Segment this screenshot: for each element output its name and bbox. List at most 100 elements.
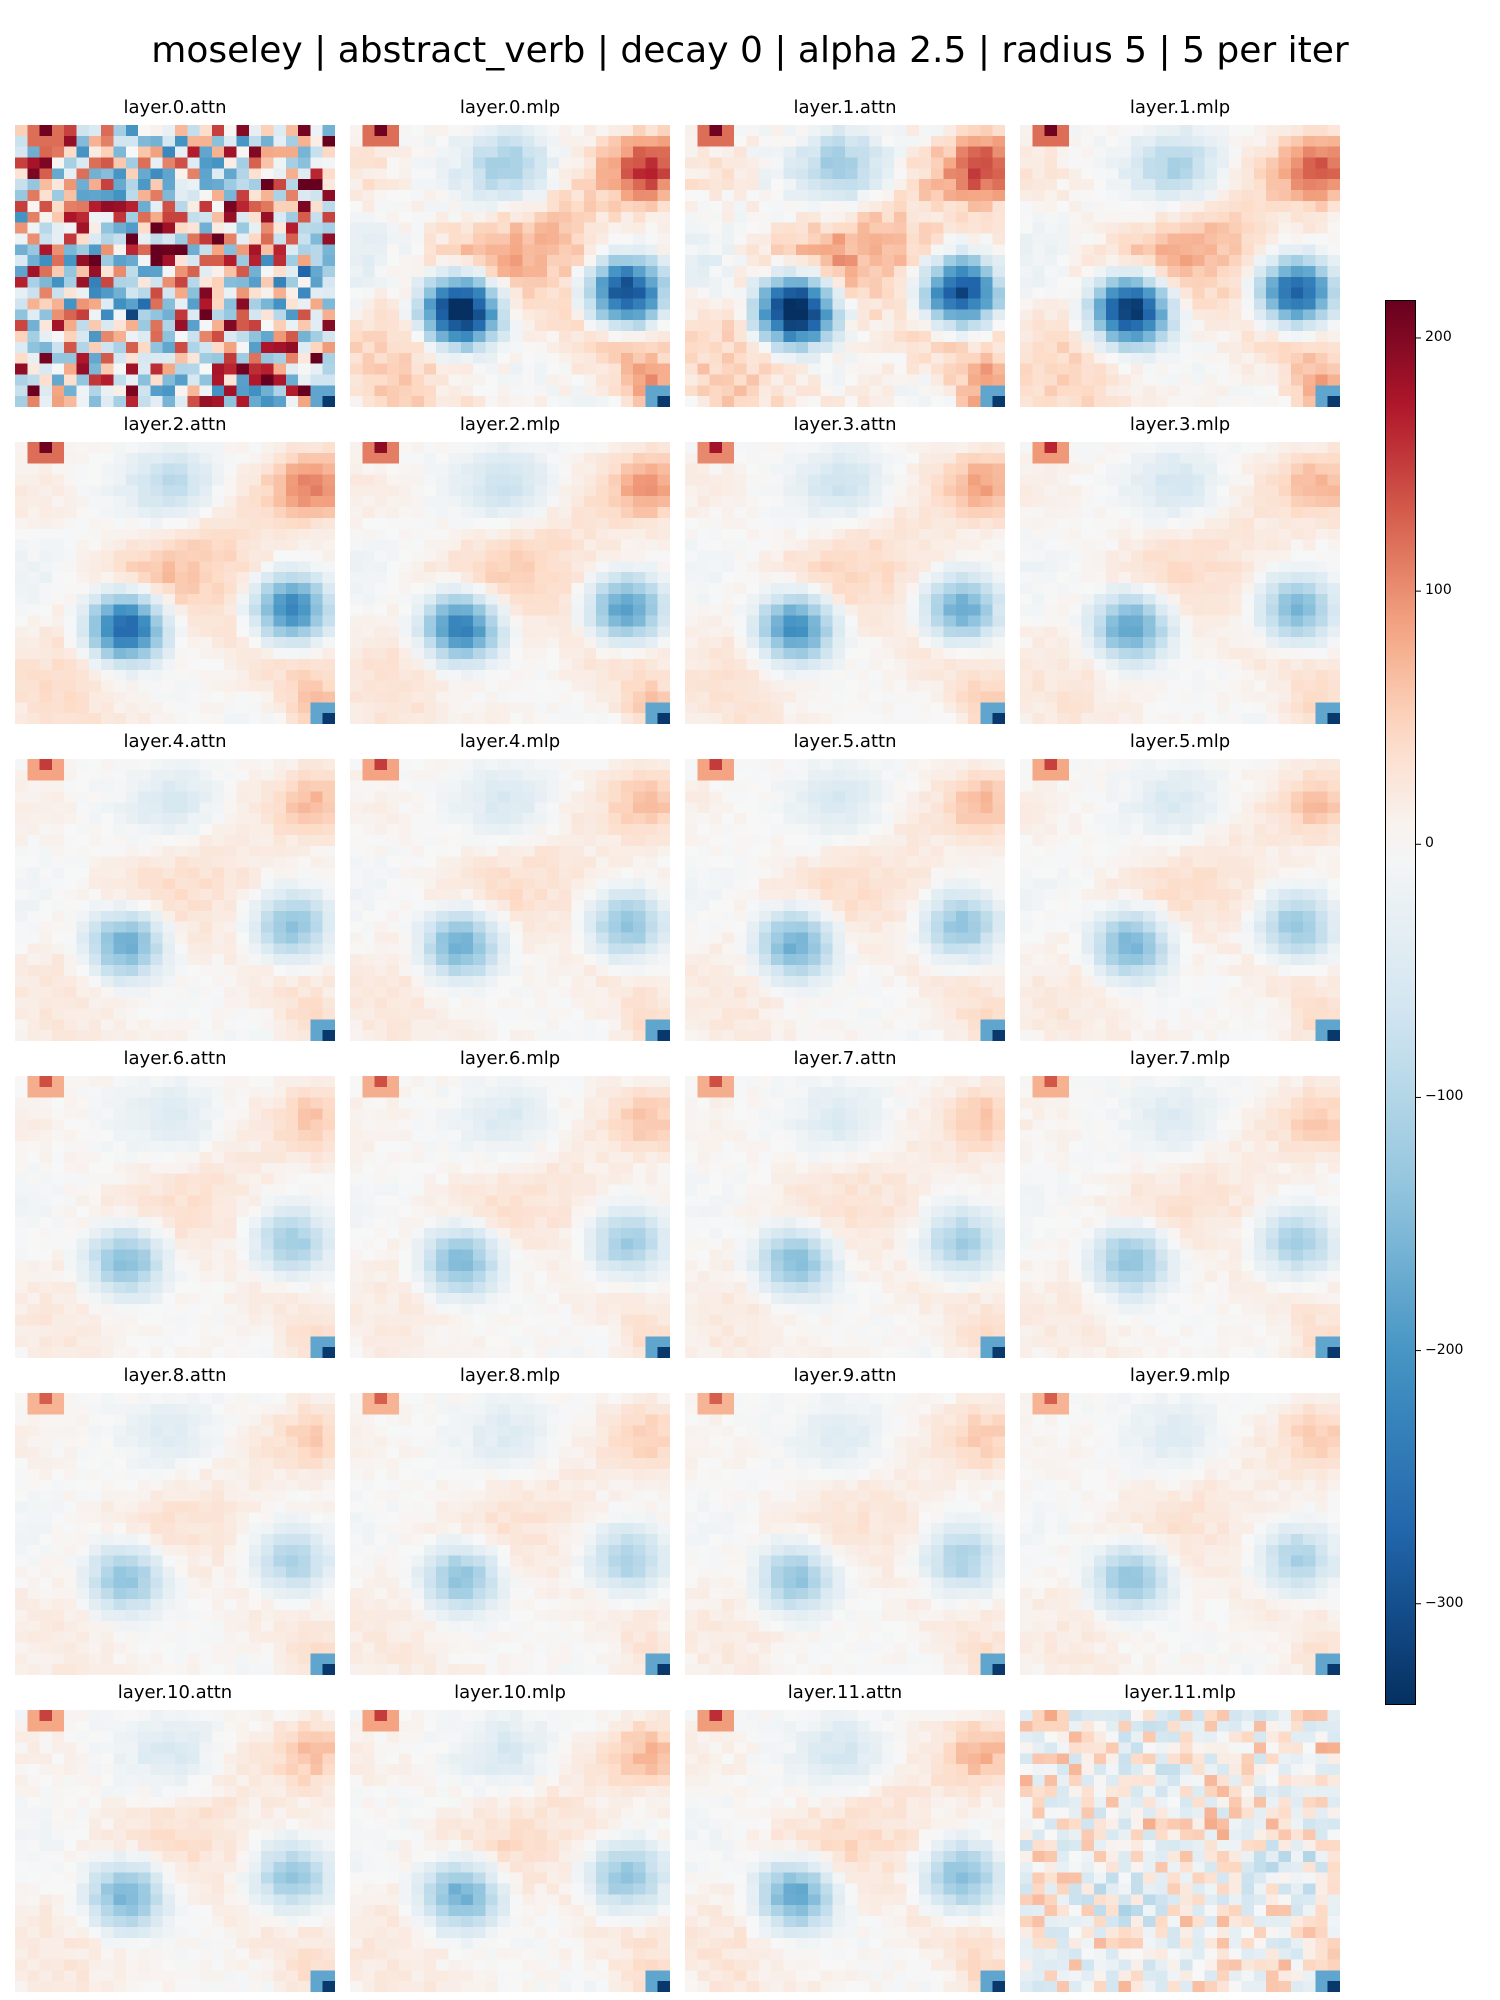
heatmap-cell [497, 190, 511, 202]
heatmap-cell [1155, 374, 1169, 386]
heatmap-cell [460, 691, 474, 703]
heatmap-cell [1056, 135, 1070, 148]
heatmap-cell [721, 157, 735, 169]
heatmap-cell [795, 452, 809, 465]
heatmap-cell [51, 517, 65, 530]
heatmap-cell [918, 266, 932, 278]
heatmap-cell [918, 669, 932, 682]
heatmap-cell [1290, 146, 1304, 159]
heatmap-cell [350, 157, 363, 169]
heatmap-cell [310, 211, 324, 224]
heatmap-cell [101, 680, 115, 693]
heatmap-cell [236, 276, 250, 289]
heatmap-cell [1327, 135, 1340, 148]
heatmap-cell [510, 211, 523, 224]
heatmap-cell [1143, 528, 1156, 541]
heatmap-cell [1106, 320, 1120, 332]
heatmap-cell [76, 309, 90, 321]
heatmap-cell [1056, 385, 1070, 397]
heatmap-cell [583, 528, 597, 541]
heatmap-cell [571, 583, 585, 595]
heatmap-cell [39, 583, 53, 595]
heatmap-cell [1044, 374, 1058, 386]
heatmap-cell [1229, 385, 1243, 397]
heatmap-cell [1056, 539, 1070, 552]
heatmap-cell [559, 583, 573, 595]
heatmap-cell [101, 691, 115, 703]
heatmap-cell [1327, 298, 1340, 310]
heatmap-panel: layer.2.mlp [350, 414, 670, 724]
heatmap-cell [27, 572, 41, 584]
heatmap-cell [1315, 200, 1329, 213]
heatmap-cell [39, 341, 53, 354]
heatmap-cell [709, 485, 723, 497]
heatmap-cell [175, 517, 188, 530]
heatmap-cell [1303, 442, 1316, 454]
heatmap-cell [1315, 287, 1329, 300]
heatmap-cell [906, 146, 920, 159]
heatmap-cell [1216, 341, 1230, 354]
heatmap-cell [1253, 331, 1267, 343]
heatmap-cell [51, 485, 65, 497]
heatmap-cell [1081, 168, 1095, 180]
heatmap-cell [310, 309, 324, 321]
heatmap-cell [943, 125, 957, 137]
heatmap-cell [1167, 287, 1181, 300]
heatmap-cell [869, 255, 883, 267]
heatmap-cell [709, 331, 723, 343]
heatmap-cell [620, 287, 634, 300]
heatmap-cell [721, 496, 735, 508]
heatmap-cell [350, 550, 363, 562]
heatmap-cell [771, 626, 785, 638]
heatmap-cell [1032, 211, 1046, 224]
heatmap-cell [310, 615, 324, 627]
heatmap-cell [645, 320, 659, 332]
heatmap-cell [734, 233, 748, 245]
heatmap-cell [1106, 463, 1120, 476]
heatmap-cell [138, 157, 151, 169]
heatmap-cell [485, 276, 499, 289]
heatmap-cell [1266, 298, 1280, 310]
heatmap-cell [113, 658, 127, 671]
heatmap-cell [187, 331, 201, 343]
heatmap-cell [350, 713, 363, 724]
heatmap-cell [113, 539, 127, 552]
heatmap-cell [1327, 517, 1340, 530]
heatmap-cell [795, 396, 809, 407]
heatmap-cell [992, 604, 1005, 617]
heatmap-cell [1303, 352, 1316, 365]
heatmap-cell [27, 200, 41, 213]
heatmap-cell [374, 550, 388, 562]
heatmap-cell [534, 593, 548, 606]
heatmap-cell [795, 572, 809, 584]
heatmap-cell [697, 528, 711, 541]
heatmap-cell [448, 363, 462, 376]
heatmap-cell [261, 200, 275, 213]
heatmap-cell [918, 507, 932, 519]
heatmap-cell [943, 517, 957, 530]
heatmap-cell [918, 287, 932, 300]
heatmap-cell [857, 572, 871, 584]
heatmap-cell [460, 352, 474, 365]
heatmap-cell [709, 669, 723, 682]
heatmap-cell [721, 637, 735, 649]
heatmap-cell [436, 442, 450, 454]
heatmap-cell [1216, 222, 1230, 235]
heatmap-cell [497, 713, 511, 724]
heatmap-cell [236, 200, 250, 213]
heatmap-cell [758, 168, 772, 180]
heatmap-cell [273, 615, 287, 627]
heatmap-cell [236, 190, 250, 202]
heatmap-cell [248, 276, 262, 289]
heatmap-cell [571, 669, 585, 682]
heatmap-cell [322, 309, 335, 321]
heatmap-cell [820, 244, 834, 256]
heatmap-cell [758, 539, 772, 552]
heatmap-cell [1106, 146, 1120, 159]
heatmap-cell [199, 190, 213, 202]
heatmap-cell [857, 179, 871, 191]
heatmap-cell [236, 561, 250, 573]
heatmap-cell [881, 615, 895, 627]
heatmap-cell [881, 637, 895, 649]
heatmap-cell [362, 496, 376, 508]
